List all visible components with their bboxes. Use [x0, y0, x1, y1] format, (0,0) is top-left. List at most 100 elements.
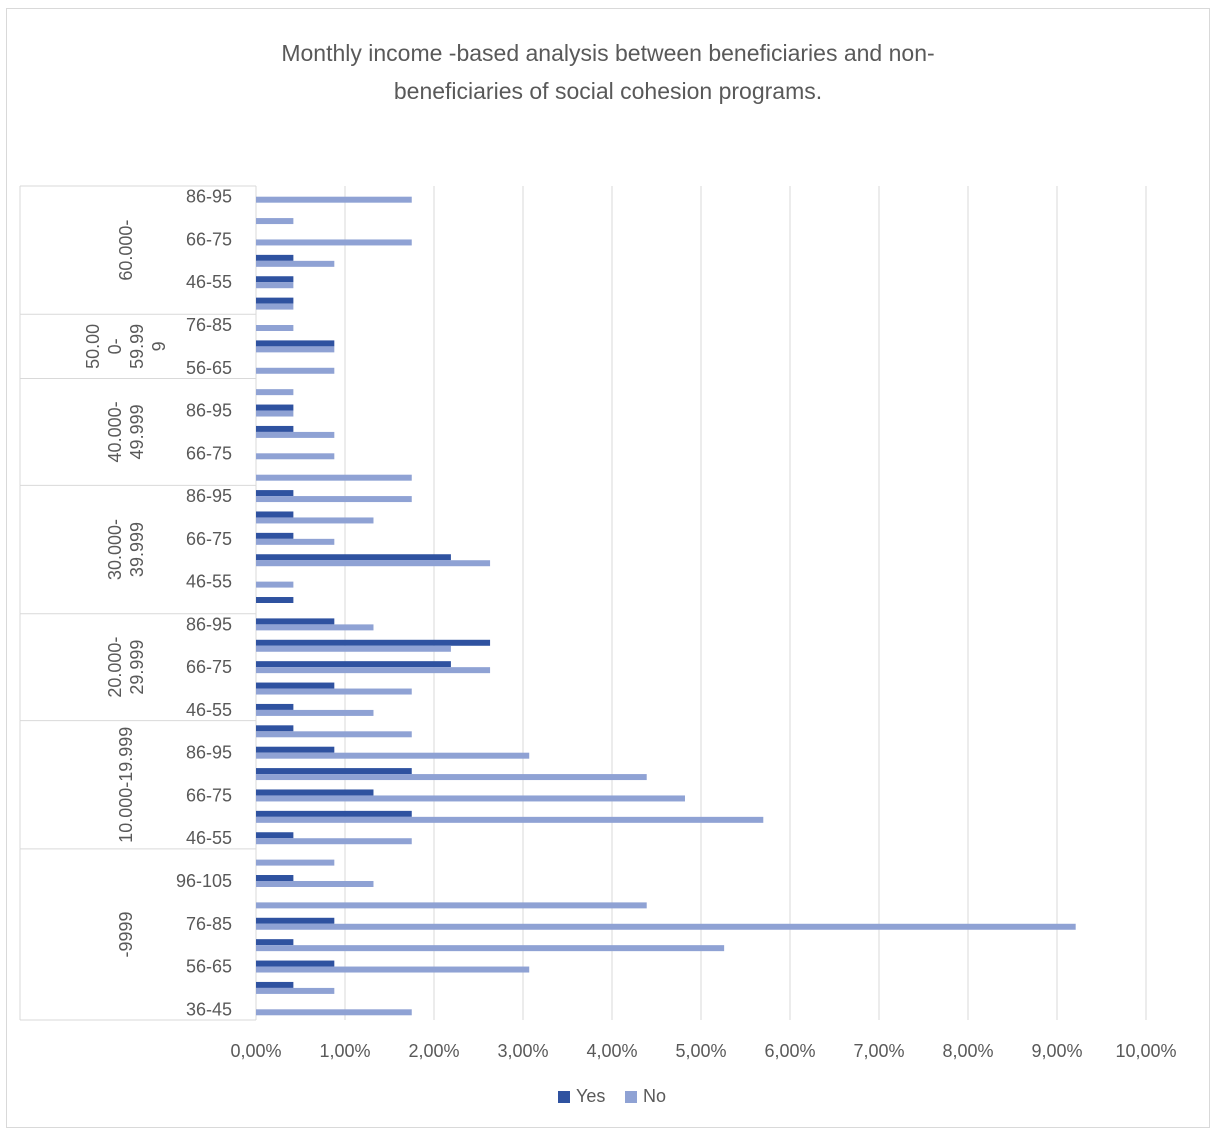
bar-no-37 — [256, 218, 294, 225]
group-label-line: 50.00 — [83, 324, 103, 369]
bar-no-7 — [256, 859, 335, 866]
x-tick-label-0: 0,00% — [230, 1041, 281, 1061]
group-label-line: 40.000- — [105, 401, 125, 462]
bar-no-6 — [256, 881, 374, 887]
bar-yes-17 — [256, 639, 491, 646]
chart-frame — [6, 8, 1210, 1128]
bar-yes-4 — [256, 917, 335, 924]
x-tick-label-3: 3,00% — [497, 1041, 548, 1061]
bar-no-15 — [256, 688, 412, 695]
bar-no-24 — [256, 496, 412, 503]
bar-no-17 — [256, 645, 451, 652]
group-label-line: 39.999 — [127, 522, 147, 577]
bar-no-30 — [256, 367, 335, 374]
bar-yes-14 — [256, 703, 294, 710]
bar-yes-21 — [256, 554, 451, 561]
bar-yes-22 — [256, 532, 294, 539]
group-label-line: 60.000- — [116, 220, 136, 281]
bar-no-2 — [256, 966, 530, 973]
y-category-label-38: 86-95 — [186, 187, 232, 207]
x-tick-label-10: 10,00% — [1115, 1041, 1176, 1061]
y-category-label-32: 76-85 — [186, 315, 232, 335]
group-label-6: 60.000- — [116, 220, 136, 281]
bar-no-3 — [256, 945, 725, 952]
y-category-label-28: 86-95 — [186, 401, 232, 421]
group-label-5: 50.00 0- 59.99 9 — [83, 324, 169, 369]
bar-yes-6 — [256, 875, 294, 881]
bar-no-11 — [256, 774, 647, 781]
group-label-0: -9999 — [116, 911, 136, 957]
y-category-label-36: 66-75 — [186, 229, 232, 249]
bar-yes-16 — [256, 661, 451, 668]
y-category-label-34: 46-55 — [186, 272, 232, 292]
y-category-label-24: 86-95 — [186, 486, 232, 506]
bar-no-23 — [256, 517, 374, 524]
bar-yes-23 — [256, 511, 294, 518]
bar-yes-11 — [256, 768, 412, 775]
bar-no-10 — [256, 795, 685, 802]
y-category-label-6: 96-105 — [176, 871, 232, 891]
x-tick-label-7: 7,00% — [853, 1041, 904, 1061]
bar-no-21 — [256, 560, 491, 567]
group-label-line: -9999 — [116, 911, 136, 957]
bar-yes-15 — [256, 682, 335, 689]
bar-no-13 — [256, 731, 412, 738]
group-label-2: 20.000- 29.999 — [105, 637, 147, 698]
bar-no-18 — [256, 624, 374, 631]
bar-no-8 — [256, 838, 412, 845]
bar-no-22 — [256, 538, 335, 545]
bar-yes-10 — [256, 789, 374, 796]
bar-yes-9 — [256, 810, 412, 817]
bar-yes-13 — [256, 725, 294, 732]
bar-yes-12 — [256, 746, 335, 753]
group-label-line: 9 — [149, 341, 169, 351]
bar-yes-28 — [256, 404, 294, 411]
bar-no-34 — [256, 282, 294, 289]
bar-no-38 — [256, 196, 412, 203]
group-label-line: 0- — [105, 338, 125, 354]
group-label-line: 30.000- — [105, 519, 125, 580]
legend-swatch-no — [625, 1091, 637, 1103]
y-category-label-26: 66-75 — [186, 443, 232, 463]
bar-no-20 — [256, 581, 294, 588]
x-tick-label-8: 8,00% — [942, 1041, 993, 1061]
group-label-line: 59.99 — [127, 324, 147, 369]
bar-no-1 — [256, 987, 335, 994]
group-label-line: 49.999 — [127, 404, 147, 459]
bar-no-16 — [256, 667, 491, 674]
y-category-label-0: 36-45 — [186, 999, 232, 1019]
bar-no-25 — [256, 474, 412, 481]
bar-no-35 — [256, 260, 335, 267]
chart-title-line-2: beneficiaries of social cohesion program… — [393, 78, 823, 104]
y-category-label-12: 86-95 — [186, 743, 232, 763]
y-category-label-8: 46-55 — [186, 828, 232, 848]
y-category-label-18: 86-95 — [186, 614, 232, 634]
y-category-label-30: 56-65 — [186, 358, 232, 378]
bar-no-0 — [256, 1009, 412, 1016]
x-tick-label-1: 1,00% — [319, 1041, 370, 1061]
bar-yes-3 — [256, 939, 294, 946]
bar-no-4 — [256, 923, 1076, 930]
chart-title-line-1: Monthly income -based analysis between b… — [281, 40, 935, 66]
bar-no-31 — [256, 346, 335, 353]
bar-yes-35 — [256, 254, 294, 261]
legend-label-no: No — [643, 1086, 666, 1106]
group-label-3: 30.000- 39.999 — [105, 519, 147, 580]
group-label-4: 40.000- 49.999 — [105, 401, 147, 462]
legend-swatch-yes — [558, 1091, 570, 1103]
bar-yes-19 — [256, 597, 294, 603]
x-tick-label-6: 6,00% — [764, 1041, 815, 1061]
bar-yes-27 — [256, 425, 294, 432]
bar-no-32 — [256, 325, 294, 331]
bar-yes-2 — [256, 960, 335, 967]
group-label-1: 10.000-19.999 — [116, 727, 136, 843]
group-label-line: 20.000- — [105, 637, 125, 698]
bar-no-36 — [256, 239, 412, 246]
y-category-label-14: 46-55 — [186, 700, 232, 720]
bar-no-12 — [256, 752, 530, 759]
y-category-label-16: 66-75 — [186, 657, 232, 677]
legend-label-yes: Yes — [576, 1086, 605, 1106]
y-category-label-20: 46-55 — [186, 572, 232, 592]
bar-no-33 — [256, 303, 294, 310]
bar-yes-31 — [256, 340, 335, 347]
